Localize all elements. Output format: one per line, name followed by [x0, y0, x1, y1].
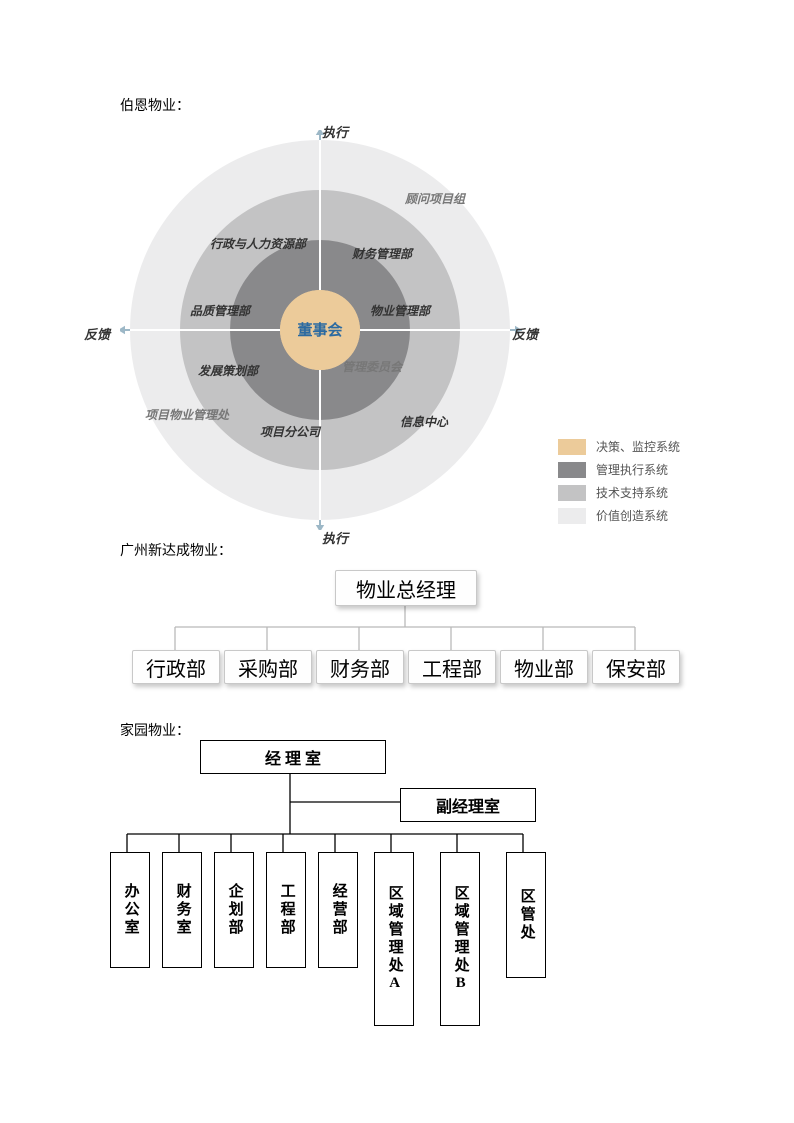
legend-swatch	[558, 508, 586, 524]
legend-label: 管理执行系统	[596, 461, 668, 478]
radial-label: 项目分公司	[260, 423, 320, 440]
legend-row: 技术支持系统	[558, 484, 680, 501]
radial-label: 物业管理部	[370, 302, 430, 319]
radial-label: 信息中心	[400, 413, 448, 430]
radial-label: 管理委员会	[342, 358, 402, 375]
radial-legend: 决策、监控系统管理执行系统技术支持系统价值创造系统	[558, 438, 680, 530]
org-child: 财务室	[162, 852, 202, 968]
tree-root: 物业总经理	[335, 570, 477, 606]
tree-child: 采购部	[224, 650, 312, 684]
radial-label: 品质管理部	[190, 302, 250, 319]
tree-child: 物业部	[500, 650, 588, 684]
radial-axis-label: 反馈	[512, 324, 538, 343]
legend-row: 价值创造系统	[558, 507, 680, 524]
org-child: 区域管理处A	[374, 852, 414, 1026]
tree-child: 财务部	[316, 650, 404, 684]
radial-label: 发展策划部	[198, 362, 258, 379]
tree-chart: 物业总经理行政部采购部财务部工程部物业部保安部	[120, 570, 680, 705]
svg-text:董事会: 董事会	[297, 321, 342, 339]
legend-row: 管理执行系统	[558, 461, 680, 478]
legend-swatch	[558, 485, 586, 501]
org-child: 工程部	[266, 852, 306, 968]
radial-label: 项目物业管理处	[145, 406, 229, 423]
legend-label: 技术支持系统	[596, 484, 668, 501]
radial-label: 顾问项目组	[405, 190, 465, 207]
tree-child: 行政部	[132, 650, 220, 684]
org-root: 经 理 室	[200, 740, 386, 774]
page: 伯恩物业： 董事会 行政与人力资源部财务管理部 顾问项目组品质管理部 物业管理部发展…	[0, 0, 794, 1123]
org-child: 区域管理处B	[440, 852, 480, 1026]
legend-swatch	[558, 439, 586, 455]
radial-axis-label: 执行	[322, 122, 348, 141]
tree-child: 工程部	[408, 650, 496, 684]
org-child: 办公室	[110, 852, 150, 968]
section3-title: 家园物业：	[120, 720, 190, 740]
org-child: 经营部	[318, 852, 358, 968]
radial-label: 财务管理部	[352, 245, 412, 262]
org-vice: 副经理室	[400, 788, 536, 822]
org-child: 区管处	[506, 852, 546, 978]
tree-child: 保安部	[592, 650, 680, 684]
legend-row: 决策、监控系统	[558, 438, 680, 455]
org-child: 企划部	[214, 852, 254, 968]
radial-svg: 董事会	[120, 130, 550, 530]
legend-label: 价值创造系统	[596, 507, 668, 524]
radial-chart: 董事会 行政与人力资源部财务管理部 顾问项目组品质管理部 物业管理部发展策划部 管理委…	[120, 130, 550, 520]
section2-title: 广州新达成物业：	[120, 540, 232, 560]
radial-axis-label: 执行	[322, 528, 348, 547]
legend-label: 决策、监控系统	[596, 438, 680, 455]
section1-title: 伯恩物业：	[120, 95, 190, 115]
org-chart: 经 理 室副经理室办公室财务室企划部工程部经营部区域管理处A 区域管理处B 区管处	[110, 740, 680, 1060]
radial-label: 行政与人力资源部	[210, 235, 306, 252]
radial-axis-label: 反馈	[84, 324, 110, 343]
legend-swatch	[558, 462, 586, 478]
